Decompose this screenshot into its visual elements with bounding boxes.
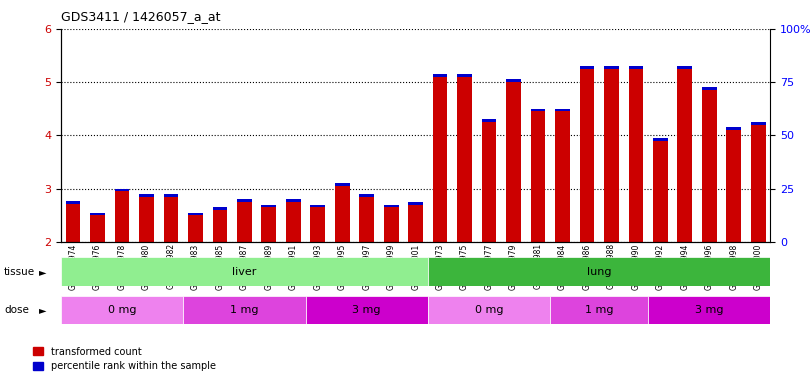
Text: lung: lung [587,266,611,277]
Bar [433,77,448,242]
Bar [677,69,692,242]
Text: ►: ► [39,266,46,277]
Text: ►: ► [39,305,46,315]
Bar [311,207,325,242]
Bar [408,205,423,242]
Bar [653,138,667,141]
Bar [457,77,472,242]
Bar [237,199,251,202]
Bar [384,207,398,242]
Bar [306,296,428,324]
Bar [433,74,448,77]
Bar [61,296,183,324]
Bar [428,296,550,324]
Text: tissue: tissue [4,266,35,277]
Bar [188,213,203,215]
Text: GDS3411 / 1426057_a_at: GDS3411 / 1426057_a_at [61,10,221,23]
Bar [359,194,374,197]
Bar [629,69,643,242]
Bar [604,66,619,69]
Text: 3 mg: 3 mg [695,305,723,315]
Bar [164,194,178,197]
Text: 0 mg: 0 mg [108,305,136,315]
Bar [555,111,570,242]
Bar [751,125,766,242]
Bar [61,257,428,286]
Bar [261,205,277,207]
Bar [212,210,227,242]
Bar [384,205,398,207]
Bar [66,201,80,204]
Bar [555,109,570,111]
Bar [702,90,717,242]
Bar [311,205,325,207]
Bar [286,199,301,202]
Bar [335,186,350,242]
Bar [286,202,301,242]
Bar [188,215,203,242]
Bar [164,197,178,242]
Bar [90,213,105,215]
Bar [114,189,129,191]
Bar [212,207,227,210]
Bar [90,215,105,242]
Bar [183,296,306,324]
Bar [530,109,545,111]
Text: 1 mg: 1 mg [585,305,613,315]
Bar [648,296,770,324]
Bar [237,202,251,242]
Text: 1 mg: 1 mg [230,305,259,315]
Bar [653,141,667,242]
Legend: transformed count, percentile rank within the sample: transformed count, percentile rank withi… [29,343,220,375]
Bar [335,183,350,186]
Bar [457,74,472,77]
Bar [482,119,496,122]
Bar [580,66,594,69]
Bar [482,122,496,242]
Bar [727,130,741,242]
Bar [550,296,648,324]
Bar [114,191,129,242]
Bar [506,82,521,242]
Bar [506,79,521,82]
Bar [604,69,619,242]
Bar [530,111,545,242]
Text: dose: dose [4,305,29,315]
Bar [677,66,692,69]
Text: liver: liver [232,266,256,277]
Bar [580,69,594,242]
Text: 3 mg: 3 mg [353,305,381,315]
Bar [702,88,717,90]
Bar [408,202,423,205]
Bar [751,122,766,125]
Text: 0 mg: 0 mg [474,305,504,315]
Bar [66,204,80,242]
Bar [139,197,154,242]
Bar [727,127,741,130]
Bar [359,197,374,242]
Bar [428,257,770,286]
Bar [261,207,277,242]
Bar [139,194,154,197]
Bar [629,66,643,69]
